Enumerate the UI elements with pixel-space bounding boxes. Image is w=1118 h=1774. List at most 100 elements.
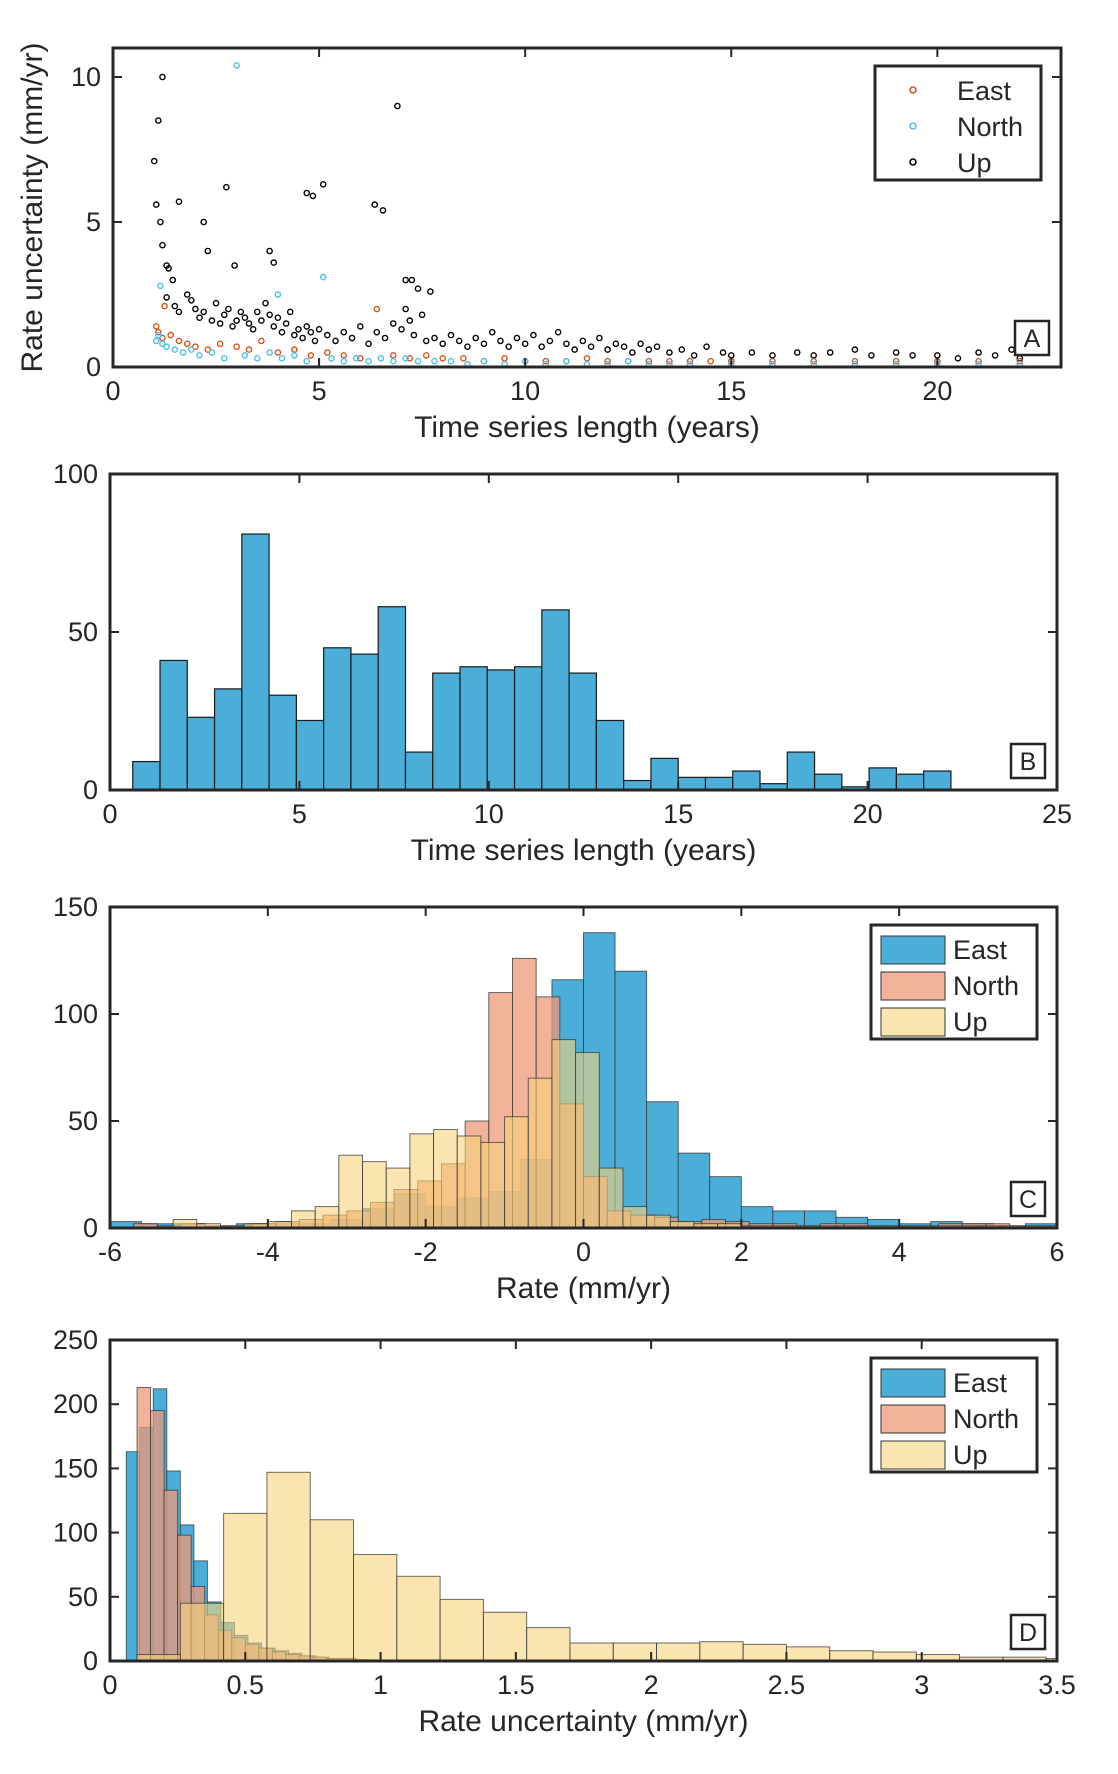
scatter-point <box>253 354 261 362</box>
scatter-point <box>410 331 418 339</box>
legend-label-up: Up <box>953 1440 988 1470</box>
scatter-point <box>340 357 348 365</box>
scatter-point <box>379 207 387 214</box>
scatter-point <box>389 357 397 365</box>
x-tick-label: 6 <box>1049 1237 1064 1267</box>
scatter-point <box>703 343 710 351</box>
histogram-bar <box>432 672 461 790</box>
scatter-point <box>513 334 521 342</box>
scatter-point <box>155 117 162 124</box>
scatter-point <box>291 331 298 339</box>
scatter-point <box>678 346 686 353</box>
scatter-point <box>373 328 381 336</box>
scatter-point <box>402 276 409 284</box>
scatter-point <box>991 352 999 359</box>
legend-swatch-north <box>880 971 946 1001</box>
histogram-bar <box>622 1206 648 1228</box>
y-tick-label: 100 <box>53 999 98 1029</box>
histogram-bar <box>504 1116 529 1228</box>
x-axis-label: Rate uncertainty (mm/yr) <box>418 1705 748 1738</box>
histogram-bar <box>699 1641 744 1661</box>
scatter-point <box>348 334 356 342</box>
scatter-point <box>309 192 317 200</box>
panel-label: D <box>1019 1619 1037 1647</box>
scatter-point <box>282 320 290 327</box>
y-tick-label: 0 <box>83 1646 98 1676</box>
data-layer <box>150 62 1024 367</box>
histogram-bar <box>480 1141 506 1228</box>
panel-label-box <box>1009 1613 1047 1651</box>
histogram-bar <box>868 767 897 790</box>
histogram-bar <box>551 1039 577 1228</box>
scatter-point <box>157 282 164 290</box>
histogram-bar <box>433 1129 458 1228</box>
scatter-point <box>909 352 916 359</box>
scatter-point <box>188 346 195 353</box>
scatter-point <box>165 265 172 272</box>
histogram-bar <box>829 1650 874 1661</box>
y-tick-label: 50 <box>68 1582 98 1612</box>
scatter-point <box>223 183 230 191</box>
histogram-bar <box>677 1152 711 1228</box>
series-up <box>172 1039 1057 1228</box>
scatter-point <box>270 259 278 266</box>
scatter-point <box>220 311 228 319</box>
x-tick-label: 5 <box>292 799 307 829</box>
scatter-point <box>954 354 962 362</box>
histogram-bar <box>568 672 597 790</box>
scatter-point <box>237 308 245 316</box>
legend-box <box>873 64 1043 182</box>
legend-label-east: East <box>957 76 1012 106</box>
x-tick-label: -4 <box>256 1237 280 1267</box>
x-tick-label: 5 <box>312 376 327 406</box>
panel-C: -6 -4 -2 0 2 4 6 0 50 100 150 Rate (mm/yr) C East Nort… <box>53 892 1065 1305</box>
histogram-bar <box>309 1519 354 1661</box>
scatter-point <box>357 354 364 362</box>
scatter-point <box>152 337 160 345</box>
scatter-point <box>447 331 455 339</box>
scatter-point <box>851 357 859 365</box>
panel-label-box <box>1013 319 1051 357</box>
histogram-bar <box>656 1642 701 1661</box>
x-tick-label: 15 <box>663 799 693 829</box>
scatter-point <box>245 320 253 327</box>
scatter-point <box>455 337 463 345</box>
scatter-point <box>319 273 327 281</box>
scatter-point <box>307 328 315 336</box>
scatter-point <box>579 337 587 345</box>
histogram-bar <box>786 751 816 790</box>
scatter-point <box>563 340 570 348</box>
scatter-point <box>307 352 315 359</box>
histogram-bar <box>923 770 952 790</box>
histogram-bar <box>396 1575 441 1661</box>
legend-marker-up <box>909 158 917 166</box>
scatter-point <box>707 357 714 365</box>
y-tick-label: 10 <box>71 62 101 92</box>
scatter-point <box>332 337 339 345</box>
scatter-point <box>295 325 302 333</box>
histogram-bar <box>295 719 325 790</box>
histogram-bar <box>338 1154 363 1228</box>
legend-label-east: East <box>953 935 1008 965</box>
scatter-point <box>472 334 480 342</box>
scatter-point <box>431 334 438 342</box>
y-tick-label: 0 <box>83 775 98 805</box>
histogram-bar <box>186 716 216 790</box>
x-tick-label: -2 <box>414 1237 438 1267</box>
legend-label-north: North <box>953 1404 1019 1434</box>
scatter-point <box>868 352 875 359</box>
scatter-point <box>291 352 298 359</box>
histogram-bar <box>136 1387 152 1661</box>
x-tick-label: 3.5 <box>1038 1670 1076 1700</box>
scatter-point <box>538 343 545 351</box>
histogram-bar <box>541 609 570 790</box>
histogram-bar <box>486 669 516 790</box>
x-tick-label: 10 <box>474 799 504 829</box>
legend: East North Up <box>873 64 1043 182</box>
scatter-point <box>175 308 183 316</box>
y-tick-label: 50 <box>68 617 98 647</box>
scatter-point <box>357 323 364 330</box>
histogram-bar <box>163 1489 179 1661</box>
scatter-point <box>666 349 673 356</box>
scatter-point <box>315 325 323 333</box>
